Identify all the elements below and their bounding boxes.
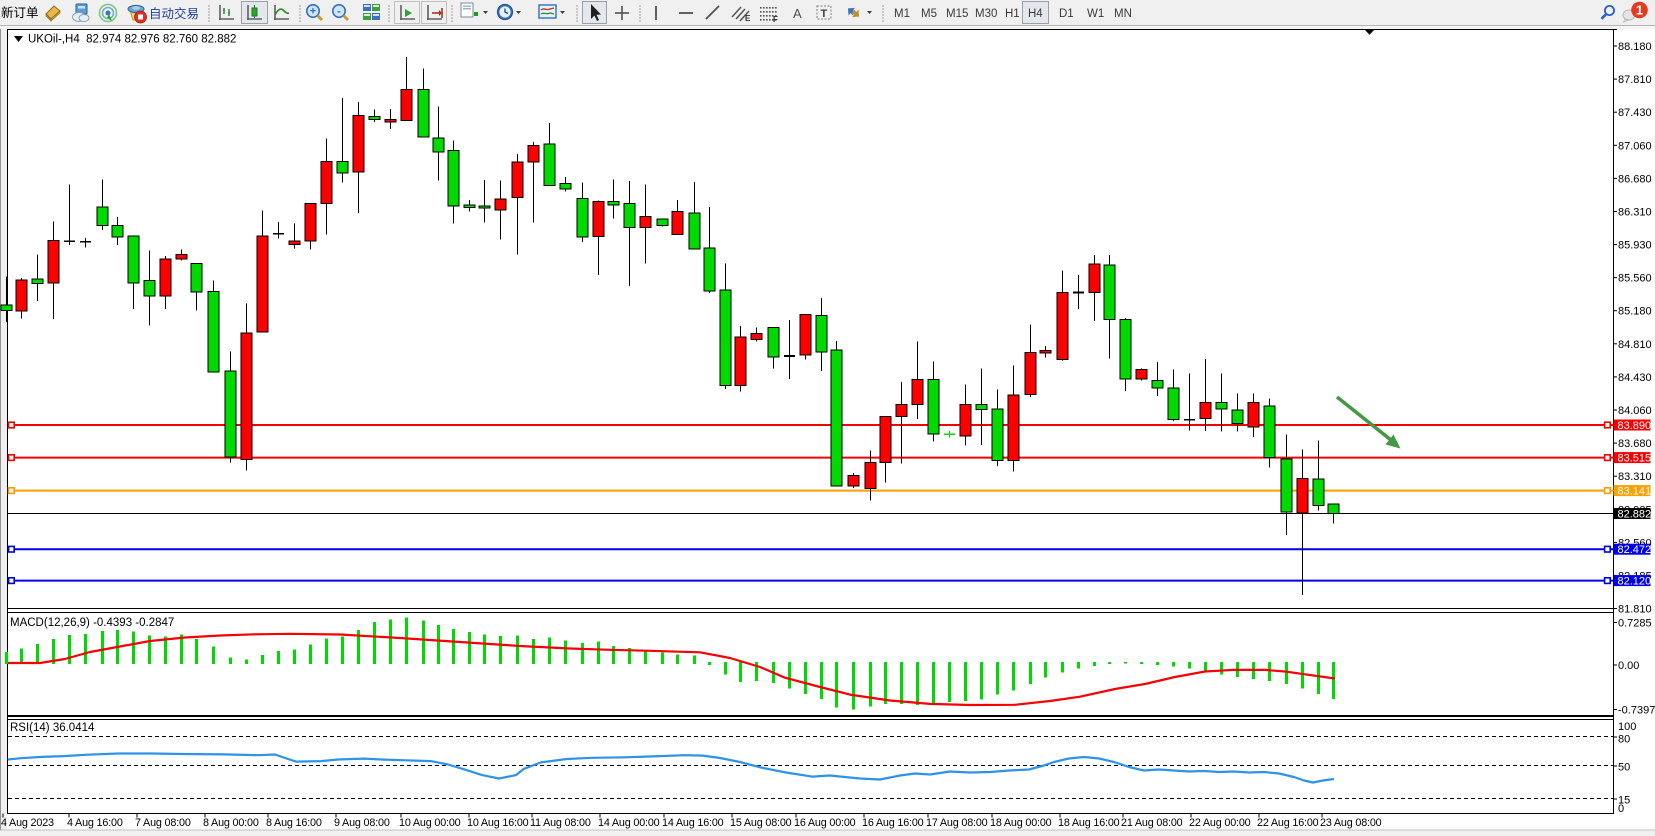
svg-text:16 Aug 16:00: 16 Aug 16:00	[862, 817, 924, 829]
svg-text:10 Aug 16:00: 10 Aug 16:00	[467, 817, 529, 829]
svg-text:M30: M30	[975, 8, 997, 20]
svg-text:W1: W1	[1087, 8, 1104, 20]
svg-text:85.930: 85.930	[1618, 240, 1652, 252]
svg-text:D1: D1	[1059, 8, 1074, 20]
svg-text:84.810: 84.810	[1618, 339, 1652, 351]
svg-text:MN: MN	[1114, 8, 1132, 20]
svg-text:0.7285: 0.7285	[1618, 618, 1652, 630]
svg-text:0: 0	[1618, 803, 1624, 815]
svg-text:83.890: 83.890	[1618, 420, 1652, 432]
svg-text:H1: H1	[1005, 8, 1020, 20]
svg-text:H4: H4	[1028, 8, 1043, 20]
svg-text:18 Aug 16:00: 18 Aug 16:00	[1058, 817, 1120, 829]
svg-text:A: A	[793, 6, 802, 21]
svg-text:M1: M1	[894, 8, 910, 20]
svg-text:83.515: 83.515	[1618, 453, 1652, 465]
svg-text:9 Aug 08:00: 9 Aug 08:00	[334, 817, 390, 829]
svg-text:22 Aug 00:00: 22 Aug 00:00	[1189, 817, 1251, 829]
svg-text:87.060: 87.060	[1618, 140, 1652, 152]
svg-text:-0.7397: -0.7397	[1618, 705, 1655, 717]
svg-text:83.680: 83.680	[1618, 438, 1652, 450]
svg-text:MACD(12,26,9) -0.4393 -0.2847: MACD(12,26,9) -0.4393 -0.2847	[10, 617, 174, 629]
svg-text:84.060: 84.060	[1618, 405, 1652, 417]
svg-text:T: T	[821, 8, 828, 20]
svg-text:86.680: 86.680	[1618, 173, 1652, 185]
svg-text:RSI(14) 36.0414: RSI(14) 36.0414	[10, 722, 95, 734]
svg-text:87.430: 87.430	[1618, 107, 1652, 119]
svg-text:16 Aug 00:00: 16 Aug 00:00	[794, 817, 856, 829]
svg-text:0.00: 0.00	[1618, 660, 1639, 672]
svg-text:14 Aug 16:00: 14 Aug 16:00	[662, 817, 724, 829]
svg-text:81.810: 81.810	[1618, 604, 1652, 616]
svg-text:22 Aug 16:00: 22 Aug 16:00	[1257, 817, 1319, 829]
svg-text:83.141: 83.141	[1618, 486, 1652, 498]
svg-text:新订单: 新订单	[1, 5, 39, 20]
svg-text:F: F	[773, 15, 778, 24]
svg-text:+: +	[310, 6, 316, 18]
svg-text:14 Aug 00:00: 14 Aug 00:00	[598, 817, 660, 829]
svg-text:UKOil-,H4 82.974 82.976 82.76: UKOil-,H4 82.974 82.976 82.760 82.882	[28, 34, 236, 46]
svg-text:15 Aug 08:00: 15 Aug 08:00	[730, 817, 792, 829]
svg-text:17 Aug 08:00: 17 Aug 08:00	[926, 817, 988, 829]
svg-text:82.472: 82.472	[1618, 544, 1652, 556]
svg-text:50: 50	[1618, 762, 1630, 774]
svg-text:10 Aug 00:00: 10 Aug 00:00	[399, 817, 461, 829]
svg-text:82.120: 82.120	[1618, 576, 1652, 588]
svg-text:87.810: 87.810	[1618, 74, 1652, 86]
svg-text:88.180: 88.180	[1618, 41, 1652, 53]
svg-text:86.310: 86.310	[1618, 207, 1652, 219]
svg-text:83.310: 83.310	[1618, 471, 1652, 483]
svg-text:18 Aug 00:00: 18 Aug 00:00	[990, 817, 1052, 829]
svg-text:85.560: 85.560	[1618, 273, 1652, 285]
svg-text:85.180: 85.180	[1618, 306, 1652, 318]
svg-text:82.882: 82.882	[1618, 509, 1652, 521]
svg-text:84.430: 84.430	[1618, 372, 1652, 384]
svg-text:100: 100	[1618, 721, 1636, 733]
svg-text:M5: M5	[921, 8, 937, 20]
svg-text:15: 15	[1618, 795, 1630, 807]
svg-text:1: 1	[1636, 3, 1643, 18]
svg-text:4 Aug 2023: 4 Aug 2023	[1, 817, 54, 829]
svg-text:8 Aug 16:00: 8 Aug 16:00	[266, 817, 322, 829]
svg-text:23 Aug 08:00: 23 Aug 08:00	[1320, 817, 1382, 829]
svg-text:21 Aug 08:00: 21 Aug 08:00	[1121, 817, 1183, 829]
svg-text:8 Aug 00:00: 8 Aug 00:00	[203, 817, 259, 829]
svg-text:M15: M15	[946, 8, 968, 20]
svg-text:E: E	[745, 14, 751, 23]
svg-text:80: 80	[1618, 734, 1630, 746]
svg-text:4 Aug 16:00: 4 Aug 16:00	[67, 817, 123, 829]
svg-text:11 Aug 08:00: 11 Aug 08:00	[530, 817, 591, 829]
svg-text:7 Aug 08:00: 7 Aug 08:00	[135, 817, 191, 829]
svg-text:自动交易: 自动交易	[149, 6, 199, 21]
svg-text:-: -	[337, 6, 341, 18]
